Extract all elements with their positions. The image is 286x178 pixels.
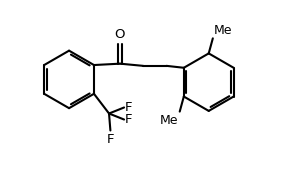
Text: Me: Me [214,24,233,37]
Text: O: O [115,28,125,41]
Text: F: F [125,113,133,126]
Text: F: F [125,101,133,114]
Text: Me: Me [160,114,178,127]
Text: F: F [107,133,114,146]
